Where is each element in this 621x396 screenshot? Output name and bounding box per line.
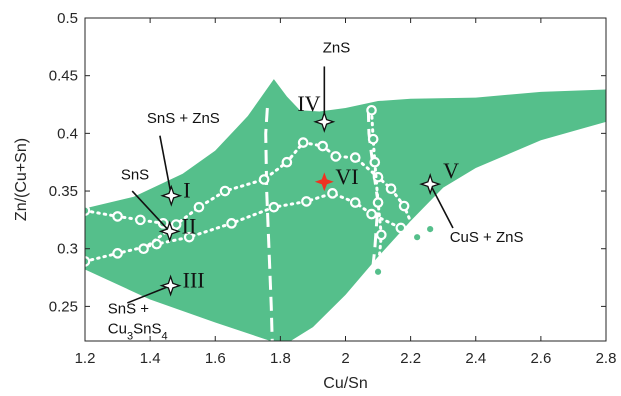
marker-label: V: [443, 158, 459, 183]
data-point: [327, 188, 338, 199]
center-marker-label: VI: [335, 164, 358, 189]
series-3: [138, 137, 423, 255]
star-marker-V: [419, 173, 442, 196]
marker-label: II: [182, 213, 197, 238]
annotation-label: SnS: [121, 167, 149, 184]
data-point: [411, 231, 423, 243]
marker-label: I: [183, 178, 190, 203]
y-tick-label: 0.3: [57, 241, 78, 258]
y-tick-label: 0.4: [57, 125, 78, 142]
star-marker-II: [158, 220, 181, 243]
y-tick-label: 0.45: [49, 68, 78, 85]
data-point: [398, 200, 410, 212]
x-tick-label: 2.2: [400, 350, 421, 367]
annotation-line: CuS + ZnS: [450, 229, 524, 246]
x-axis-label: Cu/Sn: [323, 375, 367, 392]
annotation-label: CuS + ZnS: [450, 229, 524, 246]
series-4: [366, 104, 387, 278]
x-tick-label: 1.6: [205, 350, 226, 367]
data-point: [112, 248, 123, 259]
data-point: [297, 137, 309, 148]
phase-region-layer: [85, 79, 606, 341]
annotation-line: SnS +: [108, 300, 150, 317]
series-line: [85, 209, 175, 230]
data-point: [366, 208, 377, 220]
annotation-layer: SnS + ZnS SnS ZnS CuS + ZnS SnS + Cu3SnS4: [108, 40, 524, 343]
star-marker-I: [160, 184, 183, 207]
data-point: [112, 211, 123, 222]
y-axis-label: Zn/(Cu+Sn): [13, 138, 30, 221]
data-point: [170, 219, 182, 230]
y-tick-label: 0.25: [49, 298, 78, 315]
data-point: [258, 174, 270, 185]
y-tick-label: 0.5: [57, 10, 78, 27]
annotation-leader: [127, 284, 171, 304]
x-tick-label: 2.8: [596, 350, 617, 367]
data-point: [376, 229, 387, 241]
data-point: [219, 185, 231, 197]
annotation-leader: [131, 190, 171, 232]
x-tick-label: 1.8: [270, 350, 291, 367]
annotation-leader: [429, 183, 454, 229]
data-point: [138, 243, 149, 255]
y-tick-label: 0.35: [49, 183, 78, 200]
x-tick-label: 2: [341, 350, 349, 367]
data-point: [395, 222, 407, 234]
annotation-line: SnS + ZnS: [147, 110, 220, 127]
x-tick-label: 2.4: [465, 350, 486, 367]
data-point: [268, 201, 280, 213]
data-point: [301, 196, 312, 207]
annotation-label: SnS + ZnS: [147, 110, 220, 127]
data-point: [330, 151, 342, 162]
star-marker-III: [159, 274, 182, 297]
data-point: [226, 218, 237, 229]
data-point: [367, 133, 379, 145]
series-line: [370, 108, 383, 274]
marker-label: III: [183, 268, 205, 293]
data-point: [349, 152, 361, 163]
data-point: [366, 104, 377, 116]
data-point: [424, 223, 436, 235]
data-point: [281, 156, 293, 168]
annotation-label: ZnS: [323, 40, 351, 57]
data-point: [372, 266, 384, 278]
data-point: [349, 197, 361, 208]
data-point: [193, 201, 205, 213]
annotation-leader: [159, 135, 173, 196]
center-marker: [314, 172, 334, 192]
star-marker-IV: [313, 110, 336, 133]
data-point: [372, 197, 384, 208]
x-tick-label: 2.6: [530, 350, 551, 367]
tick-layer: 1.2 1.4 1.6 1.8 2 2.2 2.4 2.6 2.8 0.25 0.3 0.35 0.4 0…: [49, 10, 617, 367]
data-point: [385, 183, 397, 195]
annotation-line: ZnS: [323, 40, 351, 57]
annotation-line: SnS: [121, 167, 149, 184]
annotation-label: SnS + Cu3SnS4: [108, 300, 168, 342]
data-point: [369, 156, 381, 168]
annotation-line: Cu3SnS4: [108, 320, 168, 342]
dashed-boundary-1: [264, 107, 274, 341]
marker-label: IV: [297, 91, 320, 116]
data-point: [135, 214, 146, 226]
data-point: [317, 140, 329, 152]
stable-region: [85, 79, 606, 341]
series-layer: [85, 104, 436, 278]
x-tick-label: 1.2: [75, 350, 96, 367]
x-tick-label: 1.4: [140, 350, 161, 367]
data-point: [183, 231, 195, 243]
